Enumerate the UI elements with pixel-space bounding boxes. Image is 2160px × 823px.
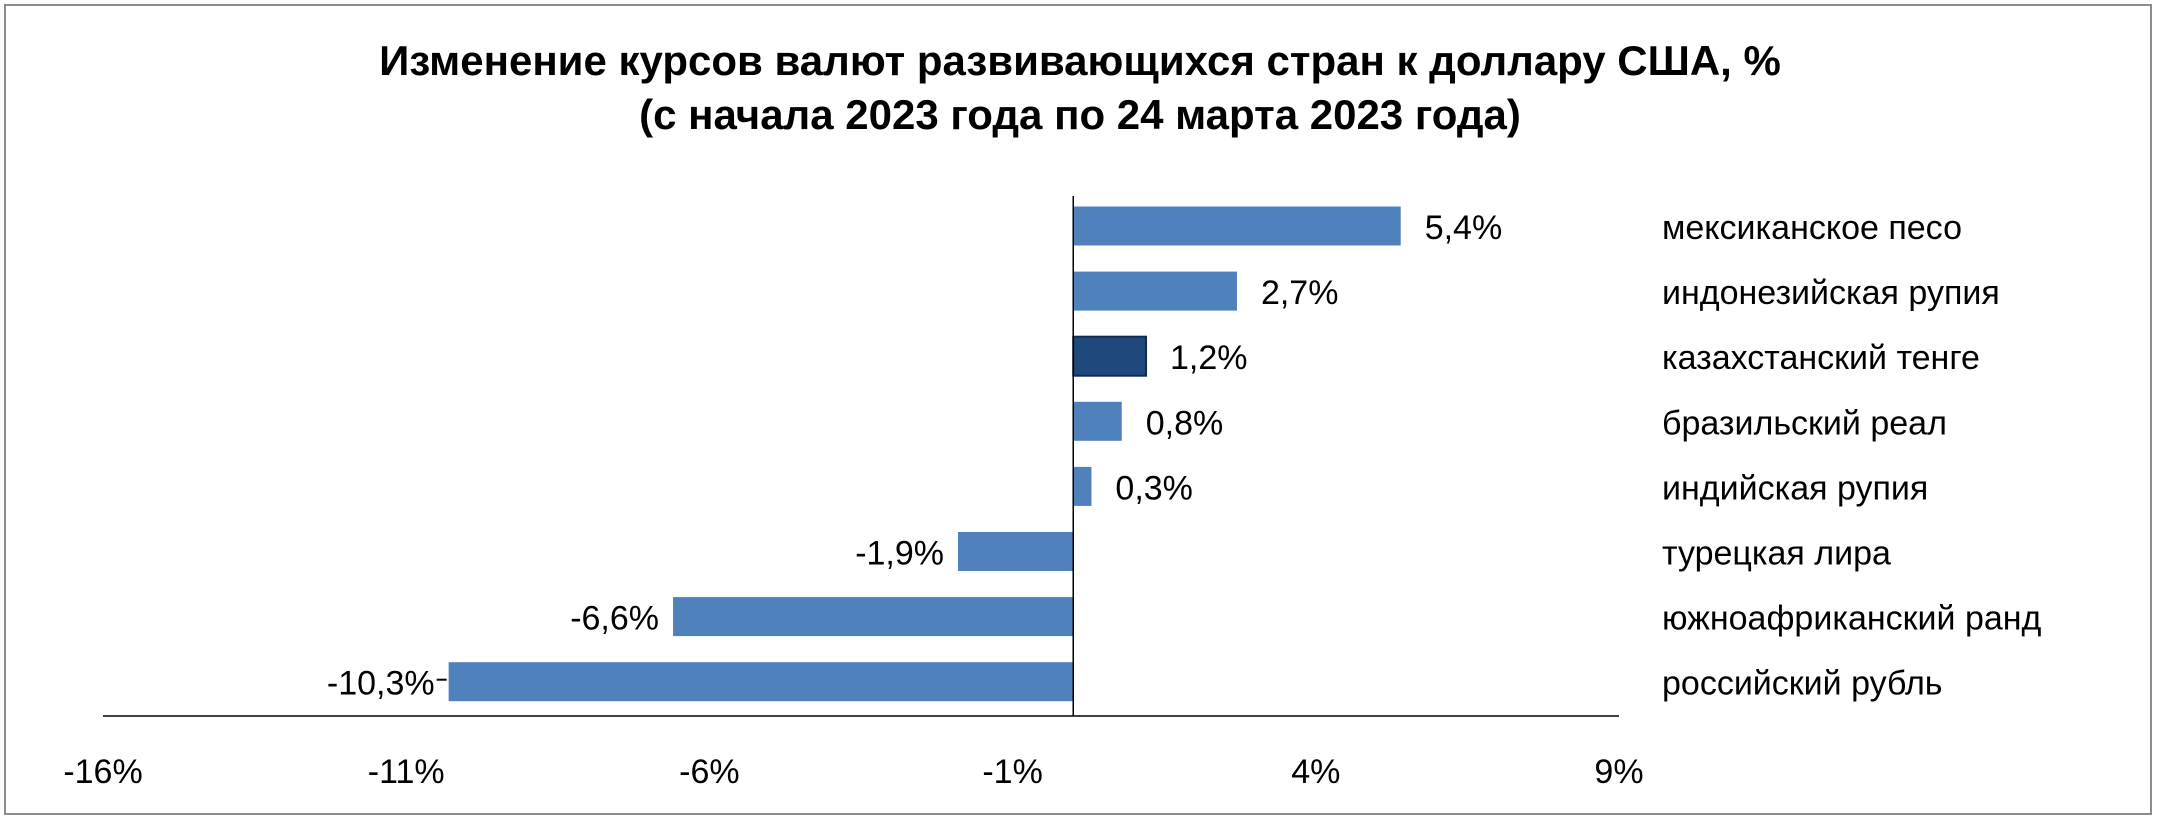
- bar: [1072, 335, 1148, 377]
- bar: [958, 532, 1074, 571]
- data-label: 5,4%: [1425, 209, 1503, 247]
- bar: [1073, 466, 1092, 506]
- x-tick-label: -6%: [679, 753, 739, 791]
- category-label: российский рубль: [1662, 665, 1943, 703]
- bar: [673, 597, 1074, 637]
- x-tick-label: -16%: [63, 753, 142, 791]
- bar: [448, 662, 1074, 702]
- bar: [1073, 401, 1122, 441]
- data-label: 1,2%: [1170, 339, 1248, 377]
- data-label: -1,9%: [855, 535, 944, 573]
- category-label: южноафриканский ранд: [1662, 600, 2042, 638]
- data-label: -6,6%: [570, 600, 659, 638]
- x-tick-label: -11%: [368, 753, 445, 791]
- chart-subtitle: (с начала 2023 года по 24 марта 2023 год…: [639, 91, 1521, 138]
- bar: [1073, 206, 1401, 246]
- chart-title: Изменение курсов валют развивающихся стр…: [379, 37, 1781, 84]
- x-tick-label: 9%: [1594, 753, 1643, 791]
- category-label: мексиканское песо: [1662, 209, 1962, 247]
- chart-title-block: Изменение курсов валют развивающихся стр…: [0, 34, 2160, 142]
- category-label: бразильский реал: [1662, 404, 1947, 442]
- x-tick-label: -1%: [982, 753, 1042, 791]
- x-tick-label: 4%: [1291, 753, 1340, 791]
- data-label: 0,3%: [1115, 469, 1193, 507]
- category-label: индийская рупия: [1662, 469, 1928, 507]
- category-label: индонезийская рупия: [1662, 274, 2000, 312]
- data-label: -10,3%: [327, 665, 435, 703]
- category-label: казахстанский тенге: [1662, 339, 1980, 377]
- data-label: 0,8%: [1146, 404, 1224, 442]
- data-label: 2,7%: [1261, 274, 1339, 312]
- category-label: турецкая лира: [1662, 535, 1891, 573]
- bar: [1073, 271, 1237, 311]
